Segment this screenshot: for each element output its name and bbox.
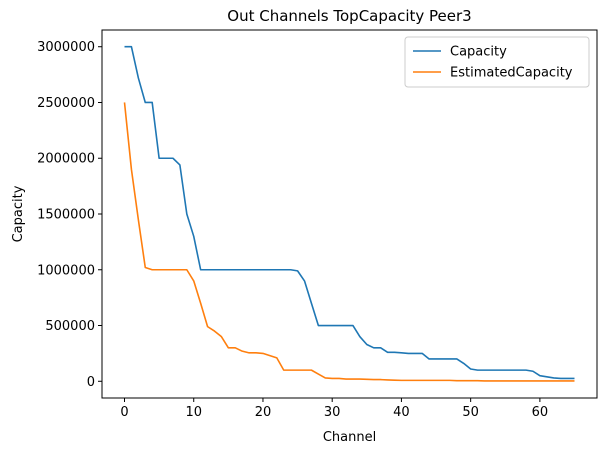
x-axis-label: Channel: [323, 430, 376, 445]
y-axis: 0 500000 1000000 1500000 2000000 2500000 30000…: [37, 40, 102, 390]
x-axis: 0 10 20 30 40 50 60: [120, 398, 548, 420]
x-tick-label: 30: [324, 405, 341, 420]
series-line-capacity: [124, 45, 575, 380]
x-tick-label: 50: [462, 405, 479, 420]
legend-box: [404, 36, 590, 88]
y-tick-label: 2000000: [37, 152, 95, 167]
y-tick-label: 1000000: [37, 263, 95, 278]
x-tick-label: 10: [185, 405, 202, 420]
x-tick-label: 40: [393, 405, 410, 420]
legend: Capacity EstimatedCapacity: [404, 36, 590, 88]
x-tick-label: 60: [532, 405, 549, 420]
y-tick-label: 2500000: [37, 96, 95, 111]
y-tick-label: 1500000: [37, 208, 95, 223]
y-axis-label: Capacity: [11, 185, 26, 242]
legend-label-estimatedcapacity: EstimatedCapacity: [450, 66, 573, 81]
y-tick-label: 500000: [45, 319, 95, 334]
chart-title: Out Channels TopCapacity Peer3: [227, 7, 471, 25]
x-tick-label: 20: [255, 405, 272, 420]
legend-label-capacity: Capacity: [450, 45, 507, 60]
series-layer: [123, 45, 575, 382]
x-tick-label: 0: [120, 405, 128, 420]
y-tick-label: 3000000: [37, 40, 95, 55]
y-tick-label: 0: [87, 375, 95, 390]
series-line-estimatedcapacity: [123, 102, 575, 382]
